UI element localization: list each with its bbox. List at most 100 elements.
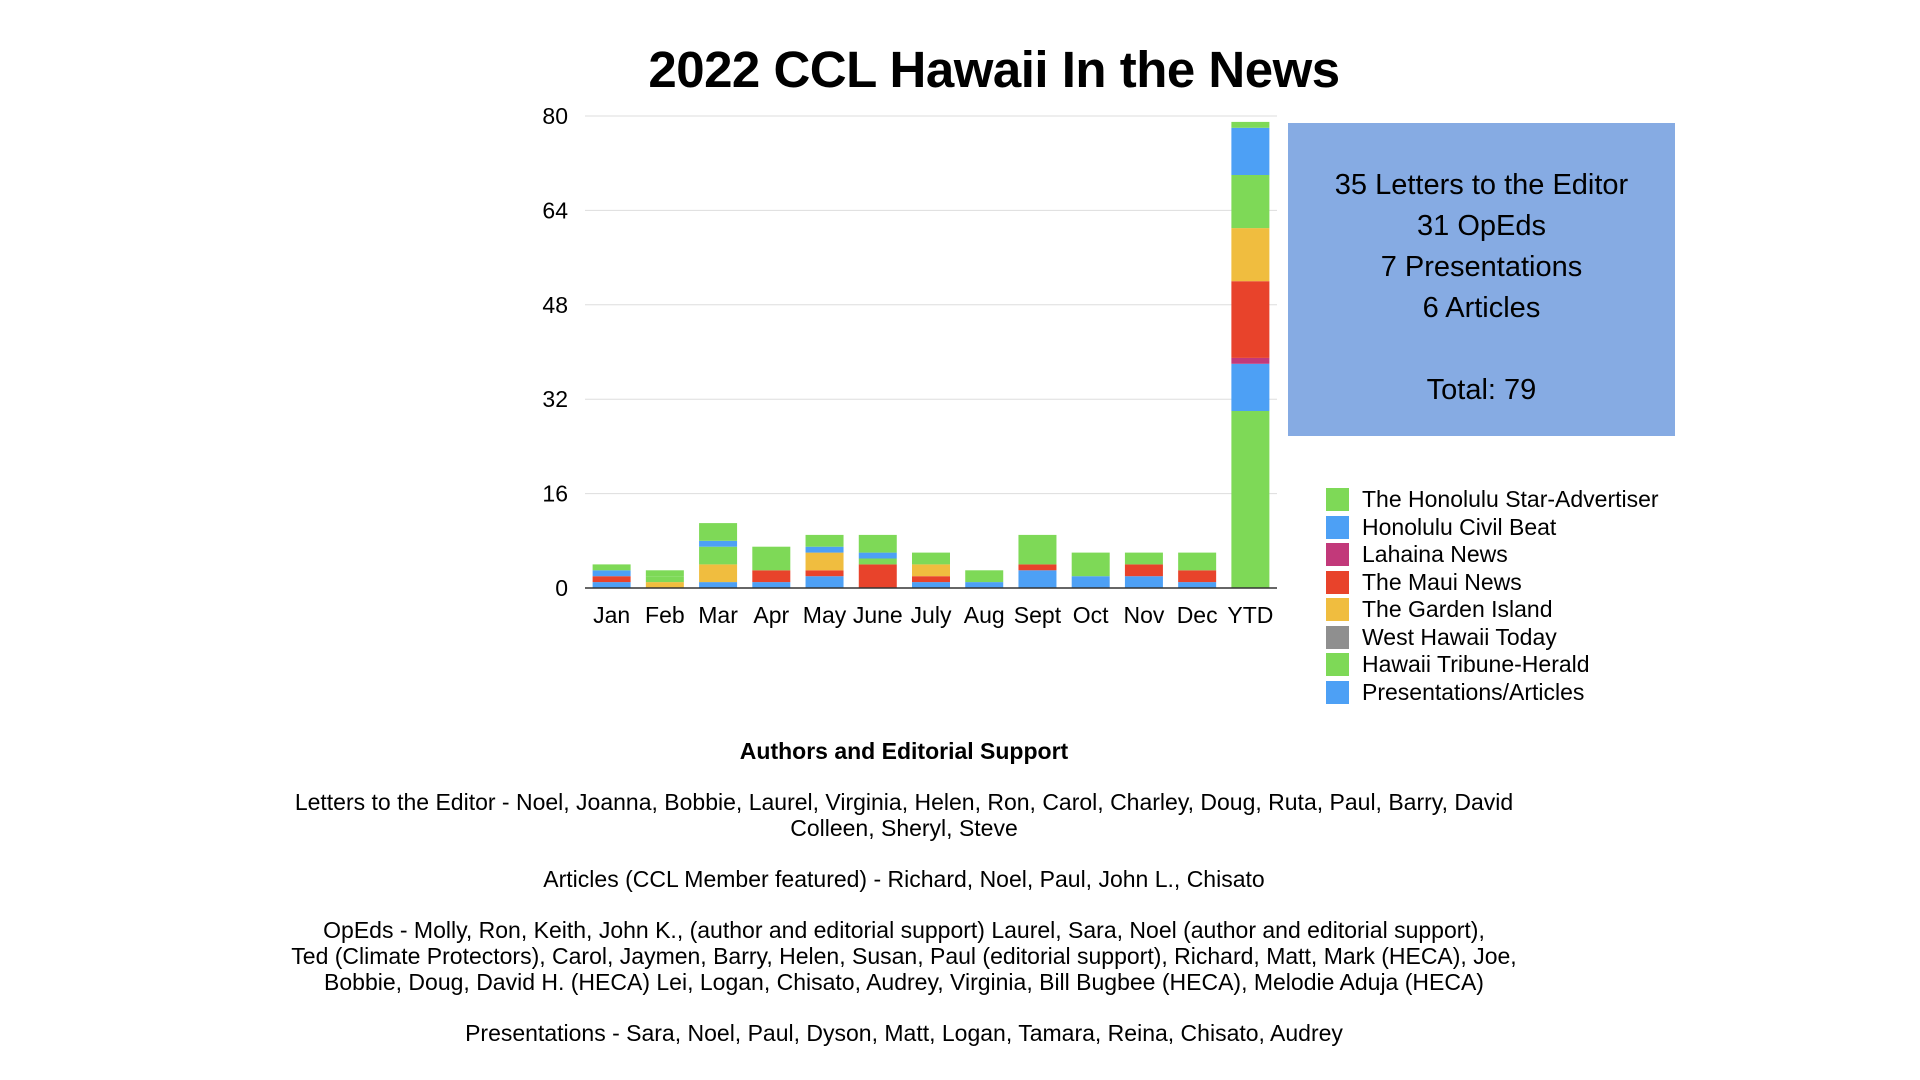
legend-item: West Hawaii Today	[1326, 624, 1659, 652]
legend-item: The Honolulu Star-Advertiser	[1326, 486, 1659, 514]
legend-label: Honolulu Civil Beat	[1362, 513, 1557, 540]
legend-swatch	[1326, 680, 1349, 704]
bar-segment	[699, 523, 738, 541]
x-tick-label: Sept	[1014, 602, 1062, 628]
bar-segment	[912, 552, 950, 565]
bar-segment	[592, 564, 631, 571]
bar-segment	[1231, 363, 1270, 411]
opeds-line: Ted (Climate Protectors), Carol, Jaymen,…	[291, 943, 1517, 969]
summary-total: Total: 79	[1426, 374, 1537, 406]
bar-segment	[1071, 552, 1110, 577]
bar-segment	[858, 558, 897, 565]
legend-swatch	[1326, 570, 1349, 594]
summary-letters: 35 Letters to the Editor	[1334, 169, 1629, 201]
legend-swatch	[1326, 515, 1349, 539]
bar-segment	[645, 576, 684, 583]
bar-segment	[805, 570, 844, 577]
gridlines	[585, 115, 1277, 495]
legend-item: The Maui News	[1326, 569, 1659, 597]
legend-swatch	[1326, 488, 1349, 512]
legend-swatch	[1326, 653, 1349, 677]
presentations-line: Presentations - Sara, Noel, Paul, Dyson,…	[465, 1020, 1343, 1046]
y-tick-label: 16	[542, 481, 568, 507]
chart-title: 2022 CCL Hawaii In the News	[648, 41, 1340, 98]
bar-segment	[592, 582, 631, 588]
bar-segment	[1018, 558, 1057, 565]
summary-presentations: 7 Presentations	[1380, 251, 1583, 283]
bar-segment	[1018, 564, 1057, 571]
legend-label: The Garden Island	[1362, 596, 1553, 623]
legend-label: The Maui News	[1362, 568, 1522, 595]
opeds-paragraph: OpEds - Molly, Ron, Keith, John K., (aut…	[0, 917, 1808, 995]
summary-box: 35 Letters to the Editor 31 OpEds 7 Pres…	[1288, 123, 1675, 436]
bar-segment	[1231, 411, 1270, 588]
bar-segment	[699, 546, 738, 565]
bar-segment	[1018, 534, 1057, 559]
letters-line: Colleen, Sheryl, Steve	[790, 815, 1018, 841]
bar-segment	[1231, 127, 1270, 175]
bar-segment	[858, 552, 897, 559]
legend-label: Lahaina News	[1362, 541, 1508, 568]
authors-heading: Authors and Editorial Support	[739, 738, 1069, 764]
x-tick-label: Jan	[593, 602, 630, 628]
bar-segment	[752, 570, 791, 583]
legend-item: Hawaii Tribune-Herald	[1326, 651, 1659, 679]
legend-swatch	[1326, 625, 1349, 649]
legend-label: Hawaii Tribune-Herald	[1362, 651, 1590, 678]
bar-segment	[805, 546, 844, 553]
x-tick-label: Apr	[753, 602, 789, 628]
summary-opeds: 31 OpEds	[1417, 210, 1546, 242]
bar-segment	[1231, 357, 1270, 364]
authors-section: Authors and Editorial Support Letters to…	[0, 738, 1808, 1071]
opeds-line: OpEds - Molly, Ron, Keith, John K., (aut…	[323, 917, 1485, 943]
articles-paragraph: Articles (CCL Member featured) - Richard…	[0, 866, 1808, 892]
bar-segment	[1018, 570, 1057, 588]
bar-segment	[645, 582, 684, 588]
x-tick-label: YTD	[1227, 602, 1273, 628]
bar-segment	[1124, 576, 1163, 588]
y-tick-label: 48	[542, 292, 568, 318]
legend-swatch	[1326, 598, 1349, 622]
y-tick-label: 64	[542, 197, 568, 223]
x-tick-label: Nov	[1123, 602, 1164, 628]
bar-segment	[805, 576, 844, 588]
legend-item: The Garden Island	[1326, 596, 1659, 624]
y-tick-label: 80	[542, 103, 568, 129]
bar-segment	[912, 576, 950, 583]
x-tick-label: Mar	[698, 602, 738, 628]
x-tick-label: Aug	[964, 602, 1005, 628]
bar-segment	[752, 546, 791, 559]
bar-segment	[1178, 582, 1217, 588]
articles-line: Articles (CCL Member featured) - Richard…	[543, 866, 1265, 892]
bars	[592, 121, 1270, 588]
bar-segment	[1231, 228, 1270, 282]
legend-swatch	[1326, 543, 1349, 567]
bar-segment	[592, 570, 631, 577]
bar-segment	[1231, 281, 1270, 358]
bar-segment	[645, 570, 684, 577]
bar-segment	[752, 558, 791, 571]
legend-item: Honolulu Civil Beat	[1326, 514, 1659, 542]
x-tick-label: May	[803, 602, 847, 628]
bar-segment	[805, 534, 844, 547]
letters-line: Letters to the Editor - Noel, Joanna, Bo…	[294, 789, 1514, 815]
y-tick-label: 32	[542, 386, 568, 412]
legend-label: Presentations/Articles	[1362, 678, 1585, 705]
bar-segment	[858, 534, 897, 553]
bar-segment	[1178, 570, 1217, 583]
axes: 0 16 32 48 64 80 Jan Feb Mar Apr May June July Aug Sep…	[542, 103, 1277, 628]
x-tick-label: Feb	[645, 602, 685, 628]
bar-segment	[965, 570, 1004, 583]
bar-segment	[805, 552, 844, 571]
presentations-paragraph: Presentations - Sara, Noel, Paul, Dyson,…	[0, 1020, 1808, 1046]
bar-segment	[965, 582, 1004, 588]
summary-articles: 6 Articles	[1422, 292, 1541, 324]
bar-segment	[699, 564, 738, 583]
legend-item: Lahaina News	[1326, 541, 1659, 569]
x-tick-label: July	[911, 602, 952, 628]
x-tick-label: June	[853, 602, 903, 628]
bar-segment	[1231, 121, 1270, 128]
bar-segment	[1071, 576, 1110, 588]
y-tick-label: 0	[555, 575, 568, 601]
